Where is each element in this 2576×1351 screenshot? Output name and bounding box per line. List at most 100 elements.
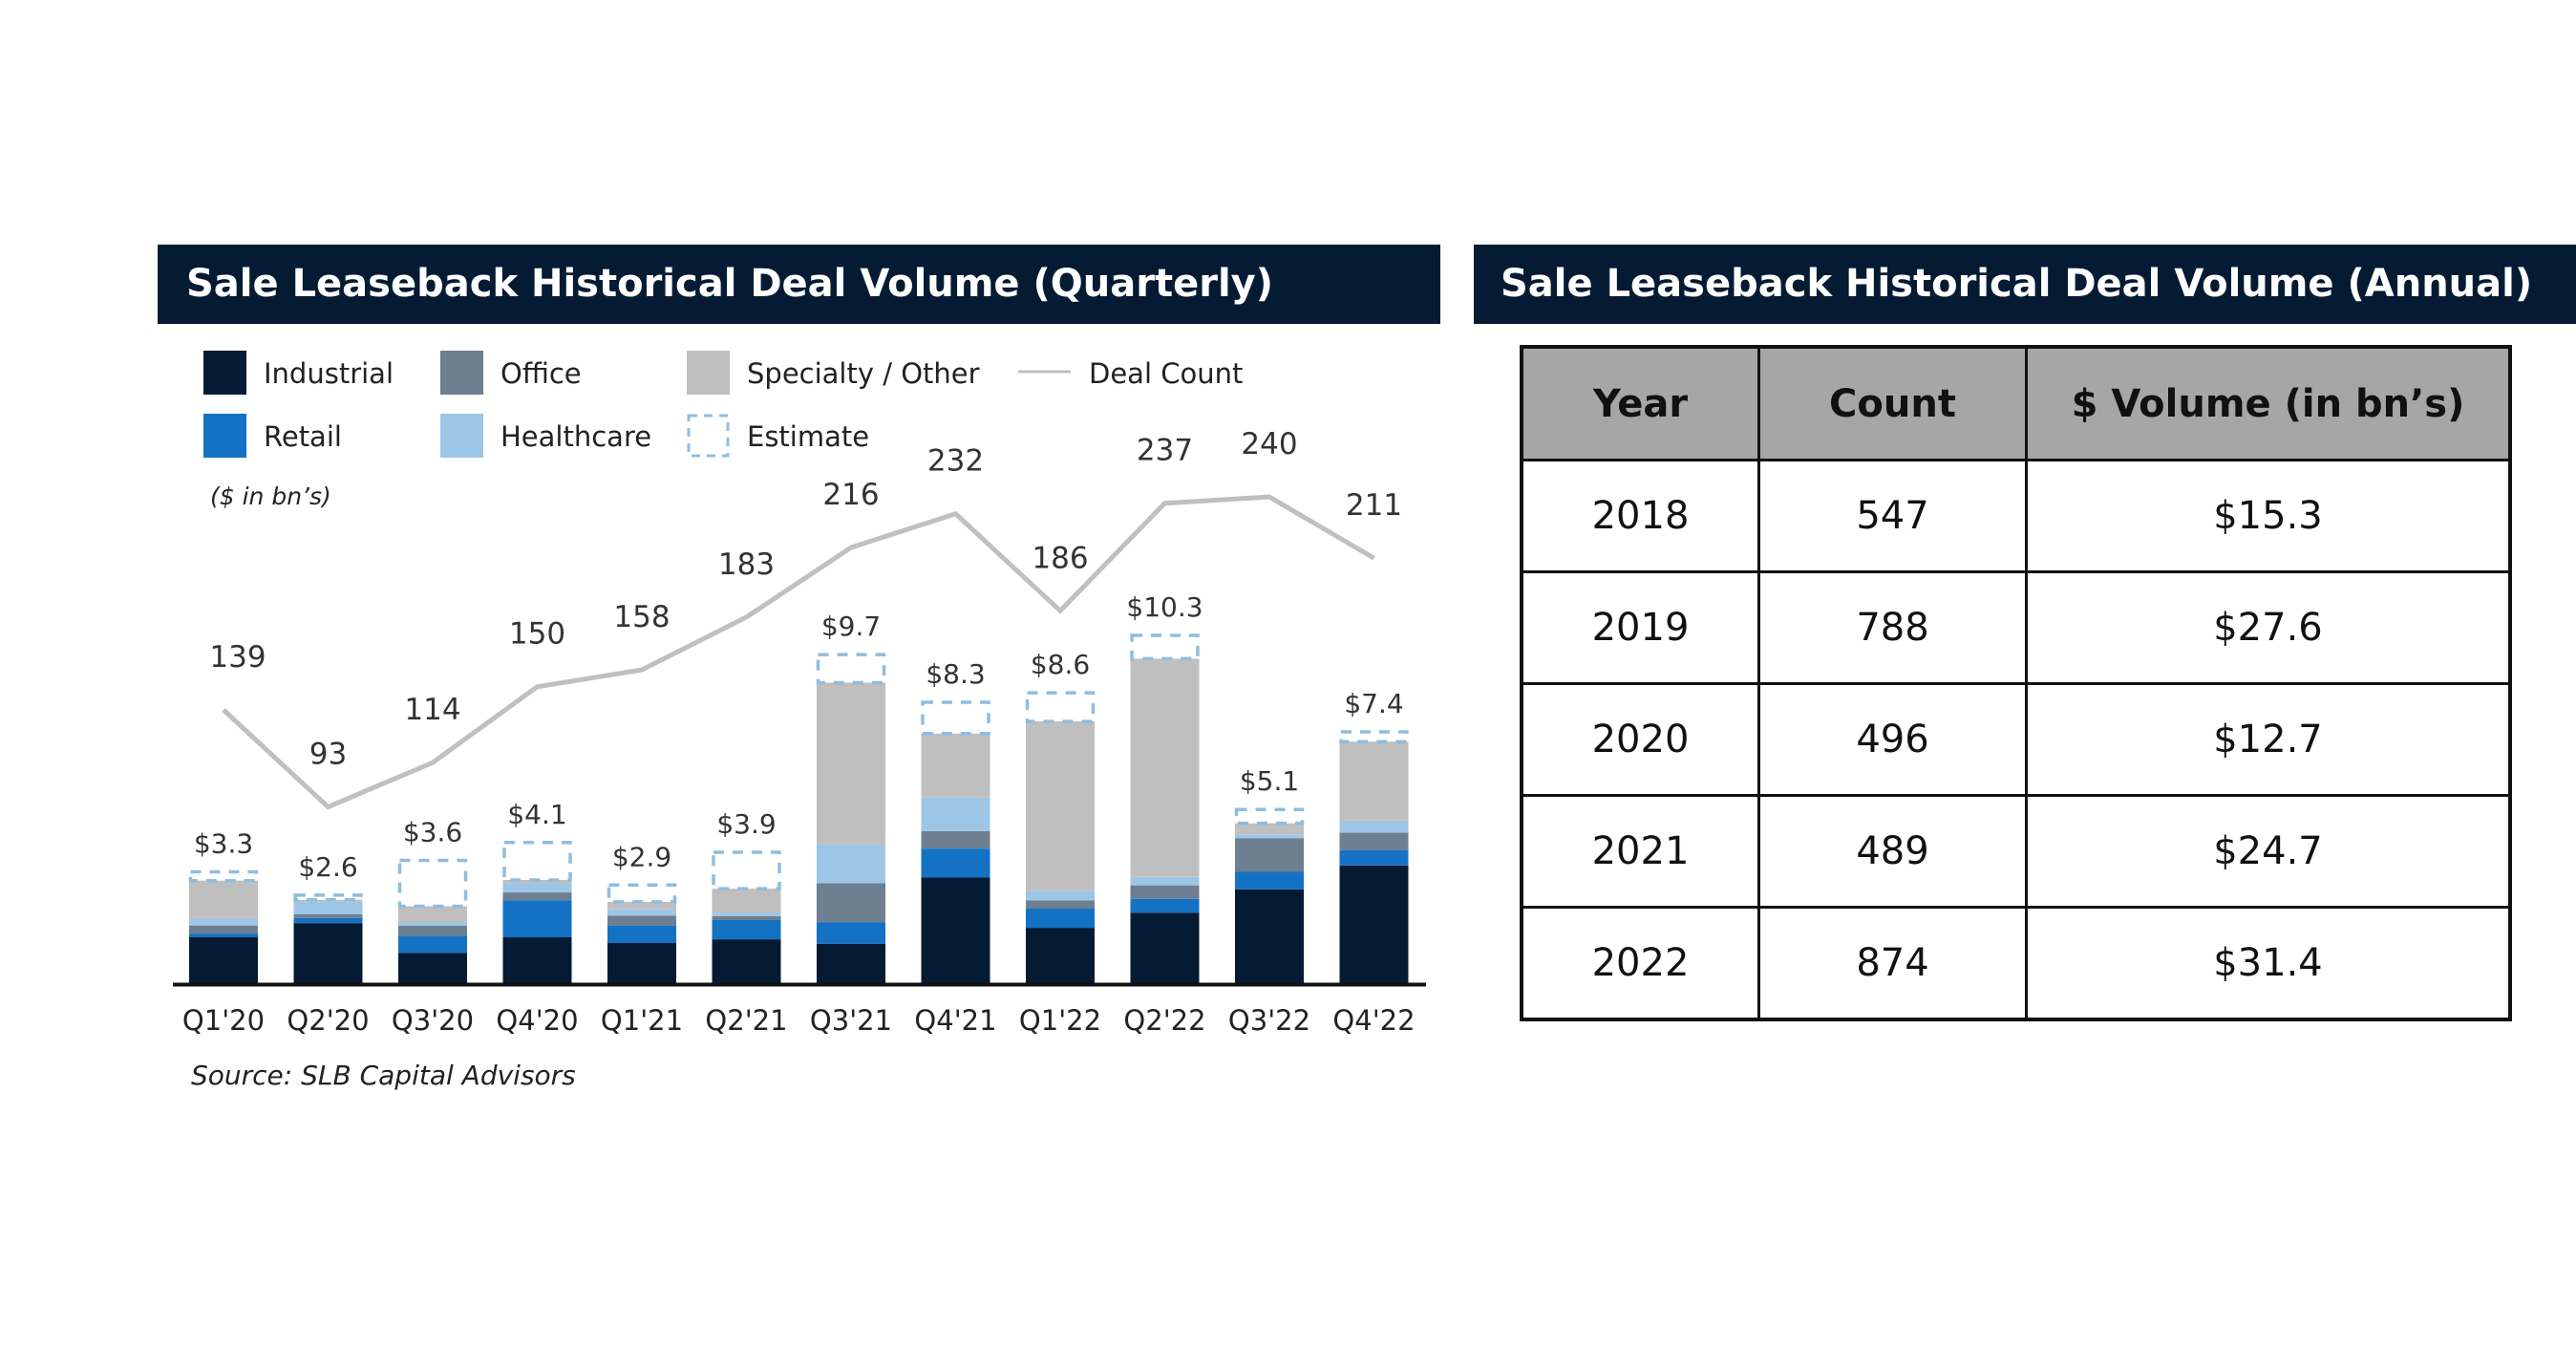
table-header-row: Year Count $ Volume (in bn’s) [1520,345,2512,461]
bar-segment-specialty-other [1235,823,1304,835]
bar-segment-healthcare [1026,890,1095,901]
header-year: Year [1520,345,1760,461]
bar-segment-office [1026,900,1095,909]
quarterly-chart-title: Sale Leaseback Historical Deal Volume (Q… [158,245,1440,324]
x-tick-label: Q4'21 [914,1004,996,1037]
table-row: 2019 788 $27.6 [1520,570,2512,685]
legend-swatch-office [440,351,483,395]
bar-total-label: $3.9 [716,808,776,840]
bar-total-label: $2.6 [298,851,357,883]
bar-total-label: $8.3 [926,658,985,690]
cell-volume: $24.7 [2025,794,2512,909]
bar-segment-healthcare [712,911,781,916]
bar-segment-office [921,830,990,849]
bar-segment-specialty-other [1130,658,1200,877]
bar-segment-estimate [1339,730,1409,744]
bar-segment-specialty-other [712,889,781,912]
bar-segment-specialty-other [1026,721,1095,891]
legend-swatch-estimate [687,414,730,458]
x-tick-label: Q3'21 [810,1004,892,1037]
x-tick-label: Q2'22 [1123,1004,1205,1037]
bar-total-label: $5.1 [1240,765,1299,797]
legend-label: Office [500,357,582,390]
bar-segment-estimate [607,883,677,904]
bar-segment-retail [1339,849,1409,866]
deal-count-label: 158 [613,600,670,634]
bar-segment-healthcare [189,917,258,926]
bar-segment-estimate [1234,807,1305,826]
bar-segment-retail [607,925,676,943]
cell-year: 2022 [1520,906,1760,1021]
bar-segment-specialty-other [607,901,676,910]
bar-segment-estimate [712,850,781,890]
bar-segment-industrial [1339,865,1409,983]
table-row: 2022 874 $31.4 [1520,906,2512,1021]
deal-count-label: 237 [1137,434,1193,468]
cell-year: 2018 [1520,459,1760,573]
x-tick-label: Q4'22 [1332,1004,1415,1037]
bar-segment-retail [1026,908,1095,929]
table-row: 2020 496 $12.7 [1520,682,2512,797]
bar-segment-industrial [398,953,467,983]
bar-segment-office [607,915,676,926]
bar-segment-industrial [712,939,781,983]
bar-segment-retail [398,935,467,954]
bar-segment-retail [817,922,885,944]
bar-segment-estimate [921,700,990,736]
bar-segment-specialty-other [502,879,572,884]
bar-segment-specialty-other [398,906,467,923]
cell-count: 788 [1757,570,2028,685]
cell-volume: $31.4 [2025,906,2512,1021]
bar-segment-healthcare [1339,820,1409,833]
cell-volume: $15.3 [2025,459,2512,573]
legend-label: Industrial [264,357,394,390]
bar-segment-healthcare [1130,876,1200,886]
deal-count-label: 139 [209,640,266,675]
bar-total-label: $8.6 [1031,649,1090,680]
bar-segment-office [1130,885,1200,899]
bar-segment-industrial [502,936,572,983]
header-count: Count [1757,345,2028,461]
bar-segment-estimate [1025,691,1096,723]
bar-segment-retail [1130,898,1200,913]
deal-count-label: 232 [927,444,984,479]
bar-segment-estimate [397,858,468,909]
bar-segment-office [502,892,572,901]
bar-segment-office [189,925,258,934]
table-row: 2018 547 $15.3 [1520,459,2512,573]
x-tick-label: Q2'21 [705,1004,787,1037]
bar-segment-retail [921,848,990,878]
bar-segment-office [1339,832,1409,850]
bar-total-label: $4.1 [507,799,566,830]
cell-volume: $12.7 [2025,682,2512,797]
source-note: Source: SLB Capital Advisors [191,1060,576,1091]
bar-segment-office [293,913,363,918]
bar-segment-retail [293,917,363,924]
bar-total-label: $3.3 [194,828,253,860]
deal-count-label: 183 [718,547,775,582]
cell-count: 874 [1757,906,2028,1021]
deal-count-label: 211 [1346,488,1402,523]
bar-total-label: $2.9 [612,841,671,872]
cell-volume: $27.6 [2025,570,2512,685]
cell-count: 547 [1757,459,2028,573]
bar-segment-retail [1235,871,1304,890]
x-tick-label: Q1'22 [1019,1004,1101,1037]
deal-count-line [222,494,1375,810]
legend-swatch-healthcare [440,414,483,458]
bar-segment-office [1235,838,1304,872]
cell-count: 496 [1757,682,2028,797]
annual-table-title: Sale Leaseback Historical Deal Volume (A… [1474,245,2576,324]
bar-total-label: $9.7 [821,611,881,642]
bar-segment-office [817,883,885,923]
bar-segment-estimate [1130,633,1200,661]
bar-segment-healthcare [502,883,572,893]
bar-segment-healthcare [293,901,363,914]
bar-segment-industrial [1026,928,1095,983]
bar-segment-industrial [921,877,990,983]
legend-label: Estimate [747,420,869,453]
bar-segment-retail [502,900,572,937]
legend-label: Retail [264,420,342,453]
x-tick-label: Q4'20 [496,1004,578,1037]
